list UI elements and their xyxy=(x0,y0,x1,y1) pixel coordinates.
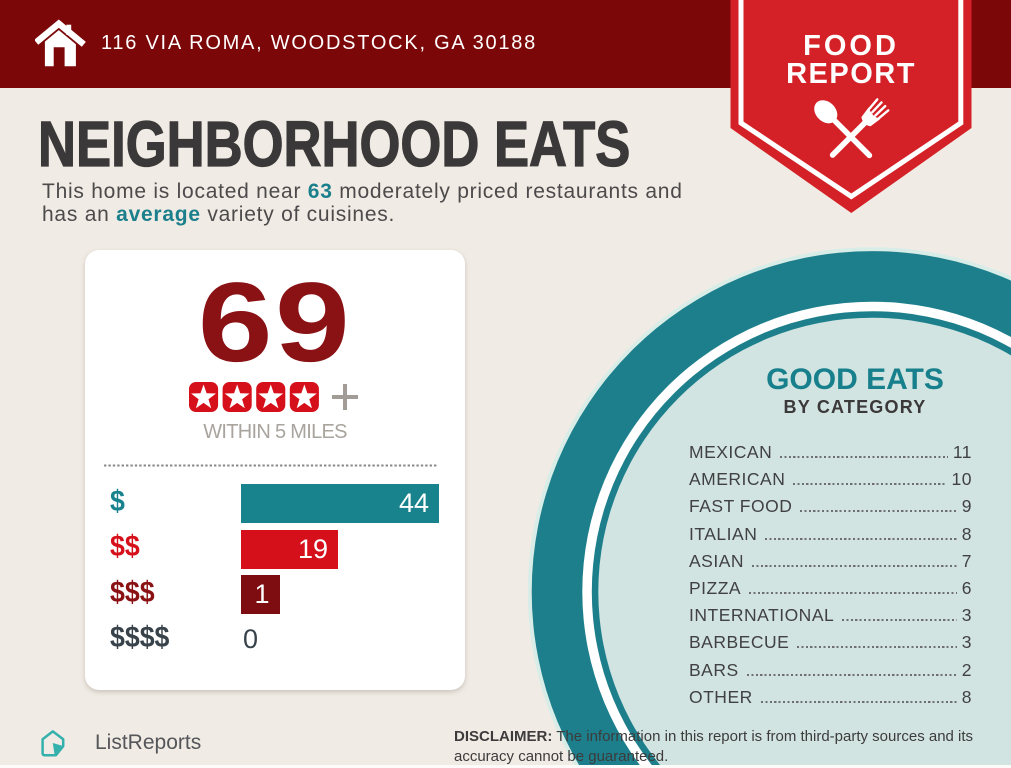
svg-text:REPORT: REPORT xyxy=(786,58,916,90)
svg-text:FOOD: FOOD xyxy=(803,30,899,62)
